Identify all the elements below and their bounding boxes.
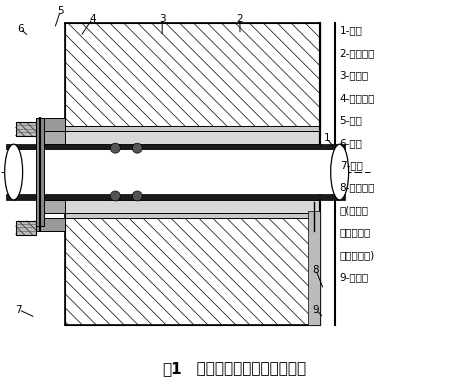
Text: 4: 4: [89, 14, 96, 24]
Text: 柔性防水套管结构及安装图: 柔性防水套管结构及安装图: [182, 361, 306, 376]
Text: 1: 1: [323, 133, 330, 143]
Text: 8-密封膏嵌: 8-密封膏嵌: [340, 183, 375, 193]
Text: 5: 5: [57, 6, 64, 15]
Bar: [44, 131, 65, 144]
Text: 3-密封圈: 3-密封圈: [340, 70, 369, 80]
Text: 为为腐蚀性: 为为腐蚀性: [340, 228, 371, 237]
Bar: [35, 118, 65, 131]
Text: 1-钢管: 1-钢管: [340, 26, 363, 36]
Text: 2: 2: [237, 14, 243, 24]
Bar: [15, 221, 35, 235]
Bar: [6, 144, 345, 200]
Text: 图1: 图1: [163, 361, 182, 376]
Text: 6-螺母: 6-螺母: [340, 138, 363, 148]
Text: 7-法兰: 7-法兰: [340, 160, 363, 170]
Bar: [65, 22, 320, 133]
Bar: [35, 118, 44, 226]
Bar: [65, 131, 320, 144]
Text: 8: 8: [312, 265, 319, 275]
Text: 缝(迎水面: 缝(迎水面: [340, 205, 369, 215]
Bar: [308, 211, 320, 325]
Bar: [65, 211, 320, 325]
Text: 4-法兰压盖: 4-法兰压盖: [340, 93, 375, 103]
Text: 6: 6: [17, 24, 24, 34]
Circle shape: [110, 191, 120, 201]
Bar: [6, 194, 345, 200]
Bar: [65, 200, 320, 213]
Bar: [65, 213, 320, 218]
Ellipse shape: [331, 144, 349, 200]
Circle shape: [132, 191, 142, 201]
Ellipse shape: [5, 144, 23, 200]
Text: 7: 7: [15, 305, 22, 315]
Circle shape: [110, 143, 120, 153]
Text: 介质时适用): 介质时适用): [340, 250, 375, 260]
Text: 5-螺柱: 5-螺柱: [340, 115, 363, 125]
Bar: [15, 122, 35, 136]
Text: 3: 3: [159, 14, 166, 24]
Text: 9: 9: [312, 305, 319, 315]
Bar: [35, 218, 65, 231]
Bar: [65, 126, 320, 131]
Circle shape: [132, 143, 142, 153]
Text: 2-法兰套管: 2-法兰套管: [340, 48, 375, 58]
Bar: [44, 200, 65, 213]
Bar: [6, 150, 345, 194]
Bar: [6, 144, 345, 150]
Text: 9-迎水面: 9-迎水面: [340, 272, 369, 282]
